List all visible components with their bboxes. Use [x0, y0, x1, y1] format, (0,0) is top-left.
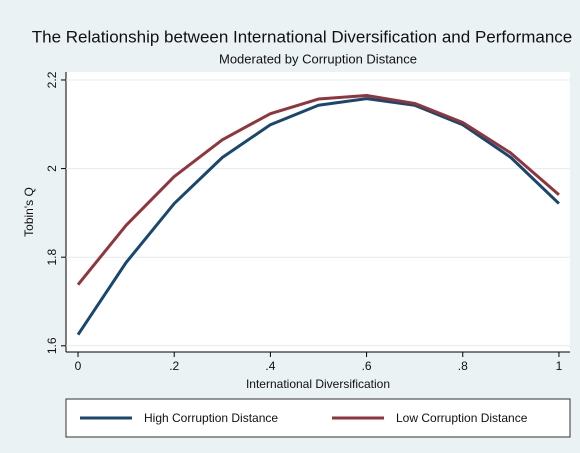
legend: [65, 398, 571, 438]
x-tick-label: .2: [169, 359, 179, 373]
y-tick-label: 1.8: [45, 249, 59, 266]
chart-subtitle: Moderated by Corruption Distance: [219, 51, 417, 66]
y-tick-label: 2.2: [45, 71, 59, 88]
y-axis-title: Tobin's Q: [22, 187, 36, 237]
chart-title: The Relationship between International D…: [32, 27, 573, 46]
x-tick-label: .6: [362, 359, 372, 373]
plot-area: [66, 72, 570, 352]
line-series: [76, 93, 560, 286]
y-tick-label: 1.6: [45, 337, 59, 354]
x-tick-label: 0: [75, 359, 82, 373]
x-tick-label: .4: [265, 359, 275, 373]
legend-label: High Corruption Distance: [144, 411, 278, 425]
x-axis-title: International Diversification: [246, 377, 390, 391]
legend-label: Low Corruption Distance: [396, 411, 528, 425]
x-tick-label: 1: [556, 359, 563, 373]
x-tick-label: .8: [458, 359, 468, 373]
y-tick-label: 2: [45, 165, 59, 172]
line-series: [76, 97, 560, 336]
